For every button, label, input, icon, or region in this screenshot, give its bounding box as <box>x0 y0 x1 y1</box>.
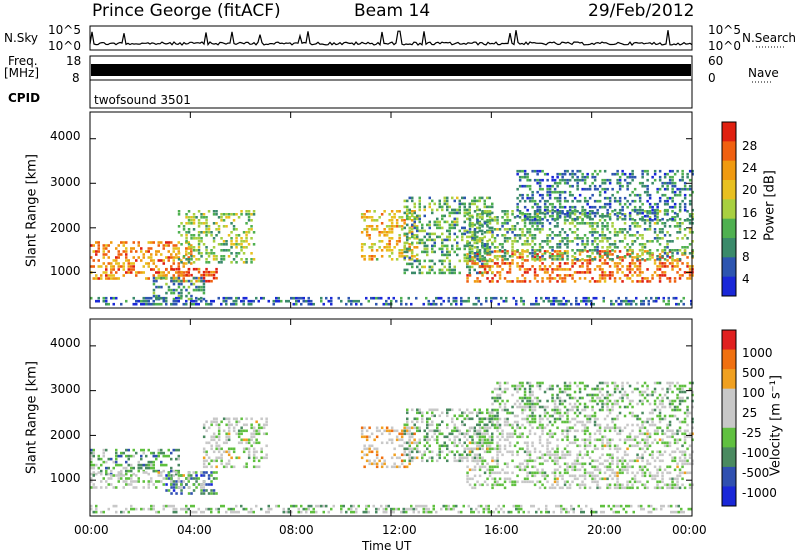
power-cbtick-12: 12 <box>742 228 758 242</box>
power-panel <box>89 111 694 309</box>
velocity-cbtick-25: 25 <box>742 406 758 420</box>
velocity-background <box>90 319 692 516</box>
velocity-colorbar-seg-7 <box>722 466 736 487</box>
velocity-colorbar-seg-8 <box>722 486 736 507</box>
nave-label: Nave <box>748 66 779 80</box>
power-ylabel: Slant Range [km] <box>24 154 40 267</box>
velocity-region-0 <box>90 448 180 476</box>
velocity-ytick-2000: 2000 <box>50 428 81 442</box>
freq-tick-low: 8 <box>72 71 80 85</box>
nave-tick-high: 60 <box>708 54 724 68</box>
cpid-value: twofsound 3501 <box>94 93 191 107</box>
power-ytick-4000: 4000 <box>50 129 81 143</box>
nsky-panel-frame <box>89 25 693 51</box>
velocity-cbtick-neg500: -500 <box>742 466 770 480</box>
xtick-2400: 00:00 <box>672 523 707 537</box>
power-colorbar-seg-7 <box>722 257 736 278</box>
power-region-7 <box>466 210 694 261</box>
velocity-colorbar-seg-3 <box>722 388 736 409</box>
cpid-label: CPID <box>8 91 41 105</box>
power-region-9 <box>90 296 693 306</box>
power-ytick-3000: 3000 <box>50 175 81 189</box>
power-cbtick-20: 20 <box>742 183 758 197</box>
velocity-colorbar-seg-2 <box>722 369 736 390</box>
velocity-colorbar-frame <box>721 329 737 507</box>
power-region-3 <box>177 210 256 264</box>
power-colorbar-seg-3 <box>722 180 736 200</box>
xtick-1200: 12:00 <box>382 523 417 537</box>
nsky-tick-high: 10^5 <box>48 23 81 37</box>
power-colorbar-label: Power [dB] <box>762 170 778 241</box>
freq-tick-high: 18 <box>66 54 82 68</box>
velocity-colorbar-seg-4 <box>722 408 736 429</box>
nsearch-tick-high: 10^5 <box>708 23 741 37</box>
velocity-region-8 <box>90 504 693 514</box>
velocity-cbtick-1000: 1000 <box>742 346 773 360</box>
power-colorbar-seg-4 <box>722 199 736 220</box>
velocity-region-3 <box>202 417 268 469</box>
power-region-4 <box>360 210 419 261</box>
nave-tick-low: 0 <box>708 71 716 85</box>
x-axis-title: Time UT <box>362 539 412 553</box>
velocity-cbtick-neg1000: -1000 <box>742 486 777 500</box>
velocity-panel <box>89 318 694 517</box>
velocity-ylabel: Slant Range [km] <box>24 361 40 474</box>
xtick-0800: 08:00 <box>279 523 314 537</box>
velocity-colorbar-seg-6 <box>722 447 736 468</box>
nsearch-label: N.Search <box>742 31 797 45</box>
top-panels <box>89 25 786 109</box>
nsearch-tick-low: 10^0 <box>708 39 741 53</box>
axes-layer <box>721 121 737 507</box>
power-region-8 <box>516 169 694 221</box>
velocity-ytick-3000: 3000 <box>50 382 81 396</box>
power-cbtick-28: 28 <box>742 139 758 153</box>
power-ytick-1000: 1000 <box>50 264 81 278</box>
velocity-region-7 <box>491 381 694 427</box>
xtick-0400: 04:00 <box>177 523 212 537</box>
power-colorbar-seg-0 <box>722 122 736 142</box>
nsky-trace <box>89 30 693 47</box>
nsky-tick-low: 10^0 <box>48 39 81 53</box>
velocity-ytick-4000: 4000 <box>50 336 81 350</box>
velocity-cbtick-neg25: -25 <box>742 426 762 440</box>
freq-label-line1: Freq. <box>8 54 38 68</box>
power-colorbar-seg-1 <box>722 141 736 162</box>
velocity-colorbar-seg-1 <box>722 349 736 370</box>
power-colorbar-seg-6 <box>722 238 736 258</box>
velocity-colorbar-label: Velocity [m s⁻¹] <box>768 375 784 476</box>
velocity-cbtick-neg100: -100 <box>742 446 770 460</box>
velocity-cbtick-100: 100 <box>742 386 765 400</box>
beam-title: Beam 14 <box>354 1 431 21</box>
power-colorbar-seg-8 <box>722 276 736 297</box>
power-cbtick-16: 16 <box>742 206 758 220</box>
velocity-colorbar-seg-5 <box>722 427 736 448</box>
velocity-colorbar-seg-0 <box>722 330 736 351</box>
xtick-2000: 20:00 <box>587 523 622 537</box>
power-region-0 <box>90 241 193 280</box>
power-colorbar-frame <box>721 121 737 297</box>
cpid-panel-frame <box>89 79 693 109</box>
nsky-label: N.Sky <box>4 31 39 45</box>
date-title: 29/Feb/2012 <box>588 1 695 21</box>
xtick-1600: 16:00 <box>484 523 519 537</box>
velocity-region-6 <box>466 426 694 490</box>
power-cbtick-8: 8 <box>742 250 750 264</box>
velocity-region-2 <box>90 471 205 489</box>
power-colorbar-seg-5 <box>722 218 736 239</box>
xtick-0000: 00:00 <box>74 523 109 537</box>
velocity-cbtick-500: 500 <box>742 366 765 380</box>
station-title: Prince George (fitACF) <box>92 1 281 21</box>
power-cbtick-4: 4 <box>742 272 750 286</box>
power-ytick-2000: 2000 <box>50 221 81 235</box>
velocity-ytick-1000: 1000 <box>50 471 81 485</box>
freq-label-line2: [MHz] <box>4 66 40 80</box>
power-cbtick-24: 24 <box>742 161 758 175</box>
power-colorbar-seg-2 <box>722 160 736 181</box>
freq-band <box>91 64 691 76</box>
